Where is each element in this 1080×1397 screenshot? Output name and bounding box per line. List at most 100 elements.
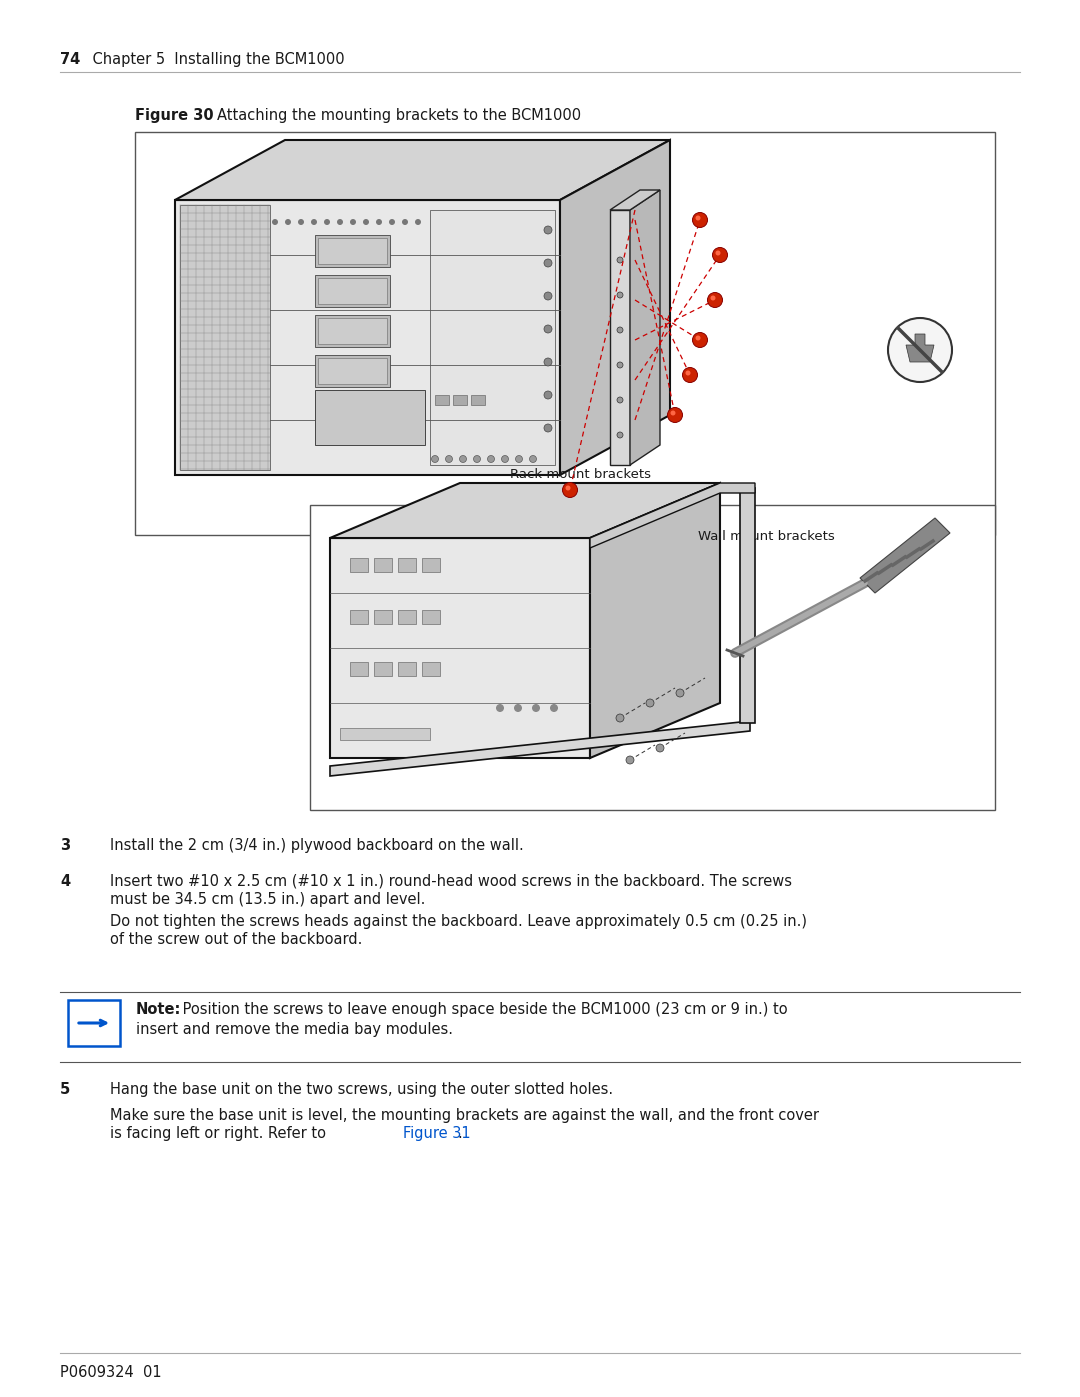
Text: Wall mount brackets: Wall mount brackets	[698, 529, 835, 543]
Bar	[318, 358, 387, 384]
Text: Hang the base unit on the two screws, using the outer slotted holes.: Hang the base unit on the two screws, us…	[110, 1083, 613, 1097]
Circle shape	[363, 219, 369, 225]
Circle shape	[415, 219, 421, 225]
Polygon shape	[330, 538, 590, 759]
Bar	[422, 557, 440, 571]
Circle shape	[550, 704, 558, 712]
Bar	[399, 662, 416, 676]
Circle shape	[529, 455, 537, 462]
Bar	[318, 319, 387, 344]
Circle shape	[617, 362, 623, 367]
Bar	[315, 355, 390, 387]
Bar	[422, 662, 440, 676]
Circle shape	[711, 296, 715, 300]
Polygon shape	[590, 483, 720, 759]
Circle shape	[676, 689, 684, 697]
Circle shape	[696, 215, 701, 221]
Circle shape	[544, 292, 552, 300]
Bar	[430, 210, 555, 465]
Bar	[68, 1000, 120, 1046]
Text: Install the 2 cm (3/4 in.) plywood backboard on the wall.: Install the 2 cm (3/4 in.) plywood backb…	[110, 838, 524, 854]
Circle shape	[514, 704, 522, 712]
Polygon shape	[330, 483, 720, 538]
Text: Rack mount brackets: Rack mount brackets	[510, 468, 651, 481]
Text: Make sure the base unit is level, the mounting brackets are against the wall, an: Make sure the base unit is level, the mo…	[110, 1108, 819, 1123]
Circle shape	[487, 455, 495, 462]
Text: must be 34.5 cm (13.5 in.) apart and level.: must be 34.5 cm (13.5 in.) apart and lev…	[110, 893, 426, 907]
Text: insert and remove the media bay modules.: insert and remove the media bay modules.	[136, 1023, 453, 1037]
Circle shape	[888, 319, 951, 381]
Circle shape	[544, 391, 552, 400]
Circle shape	[376, 219, 382, 225]
Circle shape	[713, 247, 728, 263]
Bar	[315, 275, 390, 307]
Text: 4: 4	[60, 875, 70, 888]
Polygon shape	[630, 190, 660, 465]
Text: Note:: Note:	[136, 1002, 181, 1017]
Bar	[422, 610, 440, 624]
Polygon shape	[310, 504, 995, 810]
Bar	[374, 662, 392, 676]
Bar	[315, 235, 390, 267]
Bar	[374, 610, 392, 624]
Circle shape	[707, 292, 723, 307]
Polygon shape	[740, 488, 755, 724]
Bar	[315, 390, 426, 446]
Text: Insert two #10 x 2.5 cm (#10 x 1 in.) round-head wood screws in the backboard. T: Insert two #10 x 2.5 cm (#10 x 1 in.) ro…	[110, 875, 792, 888]
Polygon shape	[135, 131, 995, 535]
Circle shape	[324, 219, 330, 225]
Circle shape	[544, 258, 552, 267]
Circle shape	[683, 367, 698, 383]
Polygon shape	[860, 518, 950, 592]
Bar	[399, 557, 416, 571]
Circle shape	[671, 411, 675, 415]
Circle shape	[459, 455, 467, 462]
Circle shape	[646, 698, 654, 707]
Text: Attaching the mounting brackets to the BCM1000: Attaching the mounting brackets to the B…	[217, 108, 581, 123]
Text: is facing left or right. Refer to: is facing left or right. Refer to	[110, 1126, 330, 1141]
Circle shape	[285, 219, 291, 225]
Text: Figure 31: Figure 31	[403, 1126, 471, 1141]
Text: P0609324  01: P0609324 01	[60, 1365, 162, 1380]
Bar	[350, 662, 368, 676]
Text: 74: 74	[60, 52, 80, 67]
Text: Chapter 5  Installing the BCM1000: Chapter 5 Installing the BCM1000	[75, 52, 345, 67]
Circle shape	[715, 250, 720, 256]
Bar	[180, 205, 270, 469]
Circle shape	[544, 358, 552, 366]
Text: .: .	[457, 1126, 462, 1141]
Circle shape	[617, 432, 623, 439]
Text: Do not tighten the screws heads against the backboard. Leave approximately 0.5 c: Do not tighten the screws heads against …	[110, 914, 807, 929]
Circle shape	[311, 219, 318, 225]
Circle shape	[350, 219, 356, 225]
Circle shape	[501, 455, 509, 462]
Polygon shape	[175, 140, 670, 200]
Bar	[340, 728, 430, 740]
Bar	[453, 395, 467, 405]
Circle shape	[473, 455, 481, 462]
Text: 3: 3	[60, 838, 70, 854]
Bar	[399, 610, 416, 624]
Circle shape	[544, 425, 552, 432]
Circle shape	[617, 397, 623, 402]
Text: of the screw out of the backboard.: of the screw out of the backboard.	[110, 932, 363, 947]
Text: 5: 5	[60, 1083, 70, 1097]
Polygon shape	[175, 200, 561, 475]
Bar	[435, 395, 449, 405]
Circle shape	[544, 226, 552, 235]
Circle shape	[496, 704, 504, 712]
Bar	[374, 557, 392, 571]
Polygon shape	[561, 140, 670, 475]
Circle shape	[563, 482, 578, 497]
Circle shape	[532, 704, 540, 712]
Circle shape	[617, 327, 623, 332]
Circle shape	[515, 455, 523, 462]
Polygon shape	[590, 483, 755, 548]
Polygon shape	[906, 334, 934, 362]
Circle shape	[272, 219, 278, 225]
Circle shape	[626, 756, 634, 764]
Circle shape	[692, 212, 707, 228]
Circle shape	[432, 455, 438, 462]
Bar	[315, 314, 390, 346]
Polygon shape	[330, 721, 750, 775]
